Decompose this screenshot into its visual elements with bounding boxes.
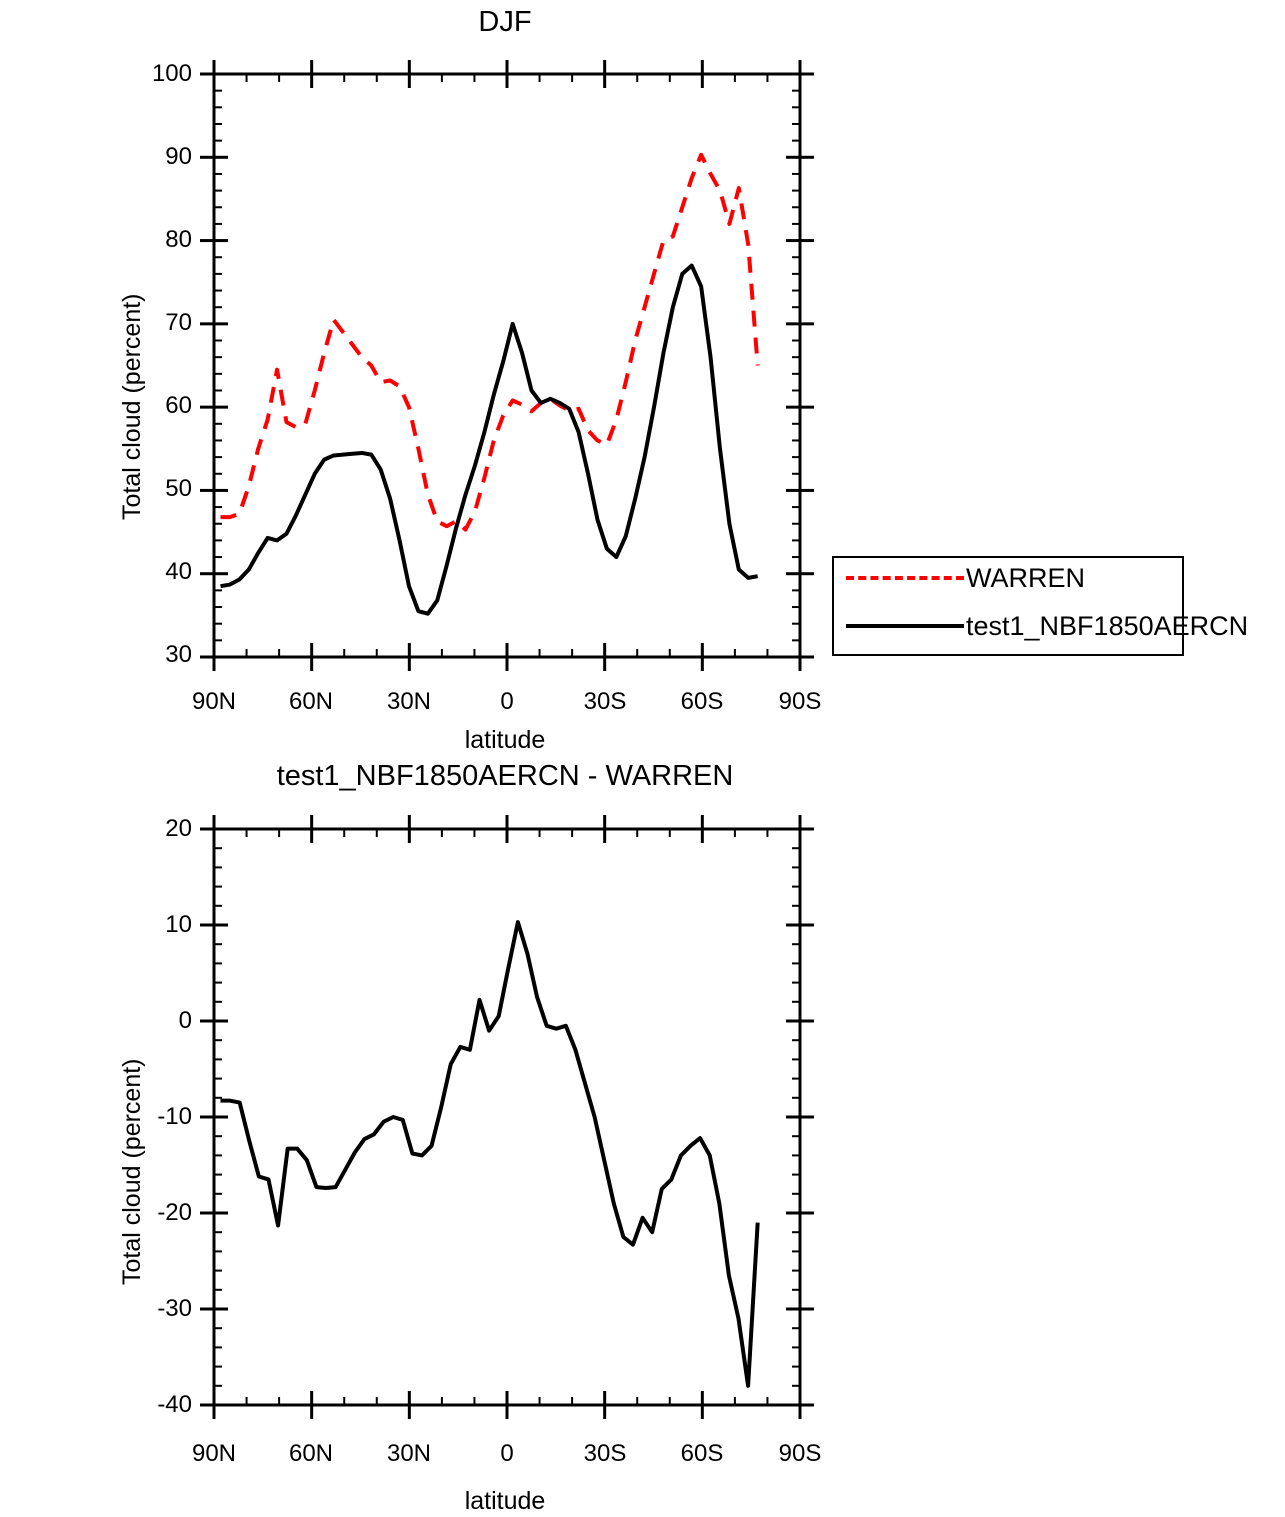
legend-label-warren: WARREN xyxy=(966,562,1085,593)
top-xtick-90N: 90N xyxy=(191,688,237,715)
top-xtick-0: 0 xyxy=(500,688,514,715)
bottom-ytick-20: 20 xyxy=(165,815,192,842)
legend-label-model: test1_NBF1850AERCN xyxy=(966,610,1249,641)
bottom-xtick-30N: 30N xyxy=(386,1440,432,1467)
bottom-ytick-10: 10 xyxy=(165,911,192,938)
top-ytick-40: 40 xyxy=(165,558,192,585)
top-ytick-30: 30 xyxy=(165,641,192,668)
top-ytick-90: 90 xyxy=(165,143,192,170)
bottom-ytick-0: 0 xyxy=(178,1007,192,1034)
bottom-xtick-0: 0 xyxy=(500,1440,514,1467)
top-xtick-30S: 30S xyxy=(583,688,627,715)
top-ytick-80: 80 xyxy=(165,226,192,253)
top-xtick-90S: 90S xyxy=(778,688,822,715)
bottom-xtick-60N: 60N xyxy=(288,1440,334,1467)
legend-swatch-warren xyxy=(846,576,964,580)
bottom-chart-xlabel: latitude xyxy=(464,1487,546,1515)
bottom-xtick-90S: 90S xyxy=(778,1440,822,1467)
bottom-xtick-30S: 30S xyxy=(583,1440,627,1467)
bottom-xtick-90N: 90N xyxy=(191,1440,237,1467)
bottom-ytick-m10: -10 xyxy=(157,1103,192,1130)
top-ytick-100: 100 xyxy=(151,60,192,87)
bottom-ytick-m20: -20 xyxy=(157,1199,192,1226)
legend-swatch-model xyxy=(846,624,964,628)
chart-legend xyxy=(832,556,1184,656)
top-chart-title: DJF xyxy=(478,6,532,38)
top-chart-xlabel: latitude xyxy=(464,726,546,754)
top-ytick-50: 50 xyxy=(165,475,192,502)
top-ytick-60: 60 xyxy=(165,392,192,419)
top-chart-plot xyxy=(200,60,814,671)
top-ytick-70: 70 xyxy=(165,309,192,336)
bottom-ytick-m40: -40 xyxy=(157,1391,192,1418)
top-xtick-30N: 30N xyxy=(386,688,432,715)
bottom-xtick-60S: 60S xyxy=(680,1440,724,1467)
legend-entry-warren[interactable]: WARREN xyxy=(846,562,1085,594)
top-xtick-60N: 60N xyxy=(288,688,334,715)
bottom-ytick-m30: -30 xyxy=(157,1295,192,1322)
legend-entry-model[interactable]: test1_NBF1850AERCN xyxy=(846,610,1248,642)
bottom-chart-title: test1_NBF1850AERCN - WARREN xyxy=(276,760,734,792)
top-xtick-60S: 60S xyxy=(680,688,724,715)
